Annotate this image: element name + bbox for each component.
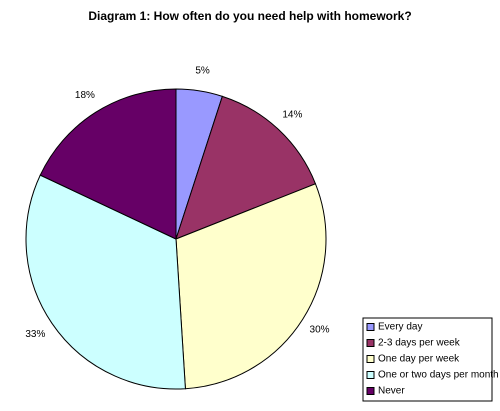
data-label: 33% bbox=[25, 329, 45, 340]
data-label: 30% bbox=[310, 325, 330, 336]
legend-label: One or two days per month bbox=[378, 370, 499, 381]
pie-slice bbox=[39, 88, 177, 240]
data-label: 18% bbox=[75, 90, 95, 101]
data-label: 14% bbox=[282, 110, 302, 121]
legend-label: Every day bbox=[378, 322, 422, 333]
legend-label: Never bbox=[378, 386, 405, 397]
legend-swatch bbox=[366, 339, 375, 347]
legend-swatch bbox=[366, 323, 375, 331]
data-label: 5% bbox=[195, 66, 210, 77]
legend-swatch bbox=[366, 387, 375, 395]
legend-swatch bbox=[366, 355, 375, 363]
pie-slice bbox=[175, 95, 317, 240]
legend-label: One day per week bbox=[378, 354, 460, 365]
legend-box bbox=[362, 317, 493, 402]
pie-slice bbox=[25, 174, 186, 390]
pie-slice bbox=[175, 183, 327, 390]
chart-title: Diagram 1: How often do you need help wi… bbox=[88, 9, 411, 23]
legend-label: 2-3 days per week bbox=[378, 338, 461, 349]
legend-swatch bbox=[366, 371, 375, 379]
